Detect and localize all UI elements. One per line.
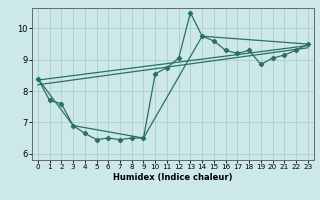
X-axis label: Humidex (Indice chaleur): Humidex (Indice chaleur) [113, 173, 233, 182]
